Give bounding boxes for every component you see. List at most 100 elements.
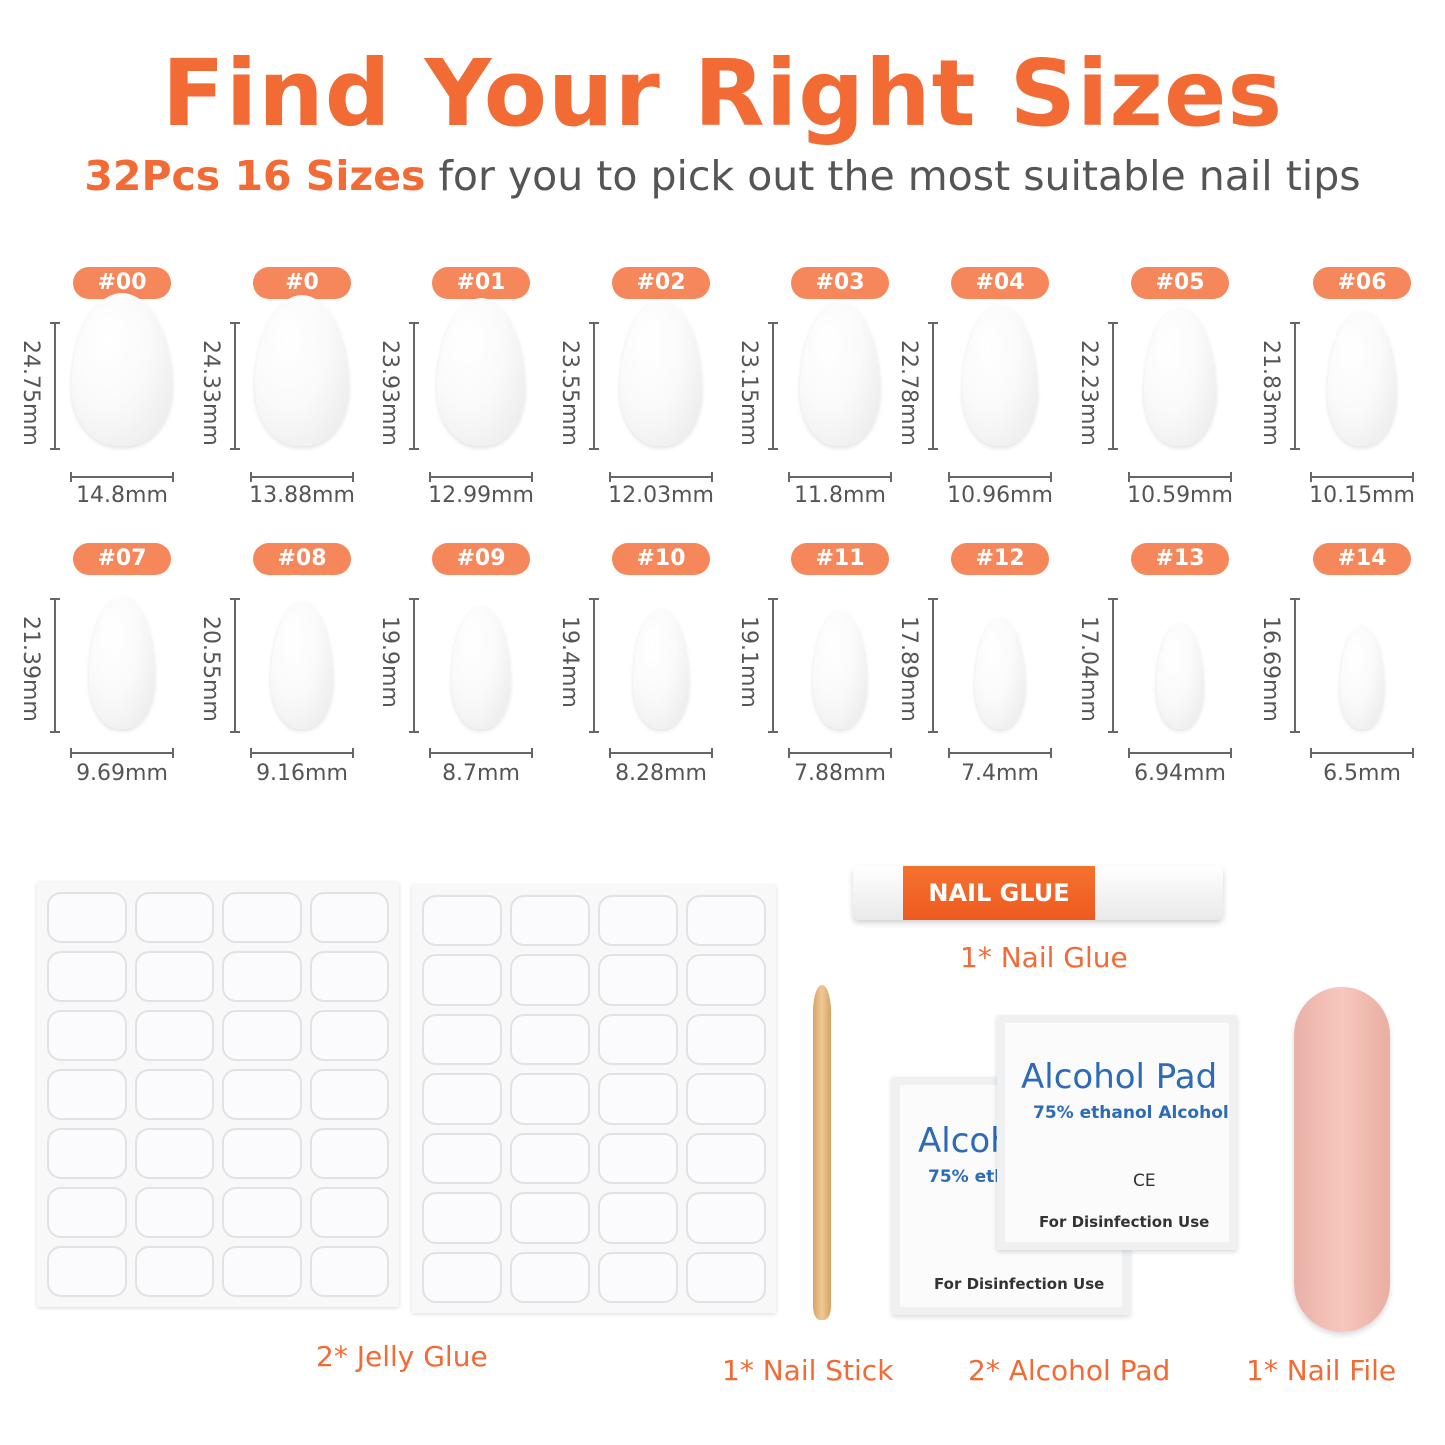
width-label: 9.69mm [76,761,168,786]
size-badge: #11 [791,543,889,575]
width-label: 6.5mm [1323,761,1401,786]
jelly-glue-tab [134,1010,214,1061]
width-label: 11.8mm [794,483,886,508]
nail-tip [89,596,155,729]
width-label: 12.03mm [608,483,714,508]
size-column: #02 23.55mm 12.03mm [557,267,751,508]
nail-tip [962,305,1038,446]
jelly-glue-tab [222,1128,302,1179]
jelly-glue-tab [598,1073,678,1125]
jelly-glue-tab [309,1010,389,1061]
nail-glue-caption: 1* Nail Glue [960,941,1128,974]
length-bar [1290,598,1300,733]
length-label: 20.55mm [198,616,223,722]
pad-title: Alcohol Pad [1021,1057,1218,1097]
length-label: 21.39mm [18,616,43,722]
length-label: 19.1mm [736,616,761,708]
length-label: 24.75mm [18,340,43,446]
jelly-glue-tab [134,1246,214,1297]
length-bar [768,598,778,733]
nail-tip [633,609,689,729]
jelly-glue-tab [134,951,214,1002]
size-column: #05 22.23mm 10.59mm [1076,267,1270,508]
length-label: 23.15mm [736,340,761,446]
jelly-glue-tab [47,892,127,943]
length-bar [409,598,419,733]
width-bar [429,748,533,758]
size-badge: #01 [432,267,530,299]
jelly-glue-tab [598,895,678,947]
nail-file [1294,987,1390,1332]
jelly-glue-tab [422,954,502,1006]
length-label: 23.93mm [377,340,402,446]
pad-use: For Disinfection Use [1039,1213,1210,1231]
size-badge: #06 [1313,267,1411,299]
size-column: #10 19.4mm 8.28mm [557,543,751,786]
length-label: 17.04mm [1076,616,1101,722]
nail-tip [1156,623,1204,729]
jelly-glue-tab [222,951,302,1002]
width-bar [1128,748,1232,758]
width-label: 10.15mm [1309,483,1415,508]
jelly-glue-tab [510,895,590,947]
width-bar [70,472,174,482]
size-column: #07 21.39mm 9.69mm [18,543,212,786]
size-badge: #13 [1131,543,1229,575]
nail-glue-label: NAIL GLUE [903,866,1095,920]
length-bar [230,598,240,733]
width-bar [1310,472,1414,482]
nail-tip [451,606,511,729]
jelly-glue-tab [47,951,127,1002]
size-column: #08 20.55mm 9.16mm [198,543,392,786]
jelly-glue-tab [598,1192,678,1244]
size-column: #01 23.93mm 12.99mm [377,267,571,508]
jelly-glue-tab [47,1128,127,1179]
size-column: #13 17.04mm 6.94mm [1076,543,1270,786]
nail-tip [800,302,880,446]
size-badge: #12 [951,543,1049,575]
jelly-glue-tab [598,1132,678,1185]
width-bar [70,748,174,758]
width-label: 8.28mm [615,761,707,786]
jelly-glue-tab [686,954,766,1006]
length-label: 19.4mm [557,616,582,708]
size-column: #14 16.69mm 6.5mm [1258,543,1445,786]
length-bar [1290,322,1300,450]
size-badge: #0 [253,267,351,299]
width-label: 14.8mm [76,483,168,508]
jelly-glue-tab [686,1192,766,1244]
width-label: 9.16mm [256,761,348,786]
pad-title: Alcoh [918,1121,1012,1161]
width-bar [609,472,713,482]
nail-tip [620,300,702,446]
width-bar [250,748,354,758]
jelly-glue-tab [309,1128,389,1179]
length-bar [768,322,778,450]
subtitle: 32Pcs 16 Sizes for you to pick out the m… [0,152,1445,200]
jelly-glue-tab [686,1132,766,1185]
jelly-glue-tab [598,1251,678,1303]
jelly-glue-tab [222,1010,302,1061]
jelly-glue-tab [134,1069,214,1120]
jelly-glue-tab [510,1013,590,1066]
width-bar [609,748,713,758]
jelly-glue-tab [422,1073,502,1125]
size-badge: #10 [612,543,710,575]
page-title: Find Your Right Sizes [161,40,1284,147]
alcohol-pad-front: Alcohol Pad 75% ethanol Alcohol CE For D… [997,1015,1237,1250]
jelly-glue-tab [422,1013,502,1066]
jelly-glue-tab [47,1010,127,1061]
width-label: 8.7mm [442,761,520,786]
length-bar [589,322,599,450]
nail-tip [1340,626,1384,729]
nail-tip [437,298,525,446]
width-bar [250,472,354,482]
width-label: 7.88mm [794,761,886,786]
length-bar [928,322,938,450]
nail-tip [1144,308,1216,446]
size-column: #00 24.75mm 14.8mm [18,267,212,508]
jelly-glue-tab [598,1013,678,1066]
width-label: 6.94mm [1134,761,1226,786]
ce-mark: CE [1133,1171,1156,1191]
jelly-glue-tab [686,1013,766,1066]
